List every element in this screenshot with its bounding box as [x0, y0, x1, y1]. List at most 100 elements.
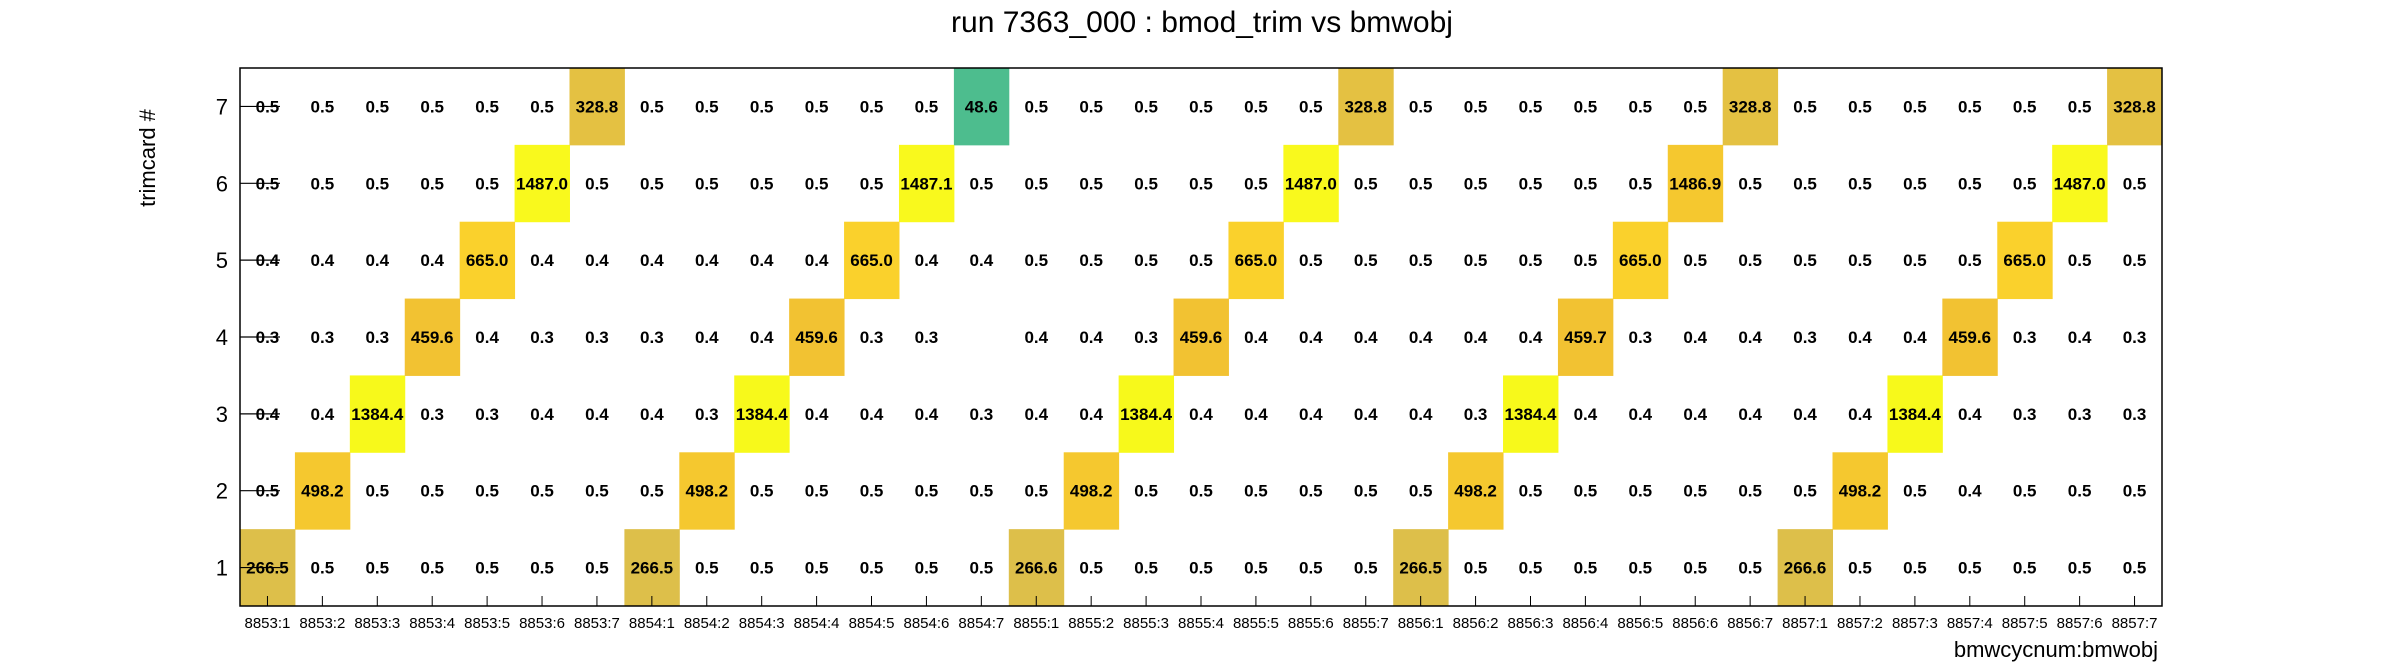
cell-value-label: 0.5 — [1464, 559, 1488, 578]
cell-value-label: 0.5 — [530, 482, 554, 501]
cell-value-label: 0.5 — [1793, 251, 1817, 270]
cell-value-label: 0.4 — [585, 251, 609, 270]
cell-value-label: 0.5 — [1903, 251, 1927, 270]
cell-value-label: 0.5 — [1299, 559, 1323, 578]
cell-value-label: 0.4 — [915, 251, 939, 270]
cell-value-label: 0.5 — [1299, 251, 1323, 270]
cell-value-label: 0.5 — [420, 559, 444, 578]
cell-value-label: 1487.1 — [900, 174, 952, 193]
cell-value-label: 0.5 — [1574, 97, 1598, 116]
cell-value-label: 0.5 — [860, 559, 884, 578]
cell-value-label: 0.4 — [1958, 482, 1982, 501]
cell-value-label: 0.5 — [1024, 97, 1048, 116]
heatmap-cell — [1448, 452, 1504, 530]
cell-value-label: 459.6 — [795, 328, 838, 347]
x-tick-label: 8853:7 — [574, 615, 620, 632]
heatmap-cells — [240, 68, 2163, 607]
cell-value-label: 0.4 — [475, 328, 499, 347]
heatmap-cell — [1557, 298, 1614, 376]
cell-value-label: 0.5 — [1244, 559, 1268, 578]
plot-frame — [239, 67, 2163, 607]
cell-value-label: 0.5 — [420, 482, 444, 501]
cell-value-label: 0.4 — [365, 251, 389, 270]
cell-value-label: 0.5 — [640, 482, 664, 501]
cell-value-label: 0.5 — [2068, 482, 2092, 501]
x-tick-label: 8853:3 — [354, 615, 400, 632]
cell-value-label: 0.5 — [1244, 482, 1268, 501]
cell-value-label: 0.4 — [1354, 405, 1378, 424]
cell-value-label: 266.5 — [1399, 559, 1442, 578]
y-tick-label: 3 — [216, 402, 228, 427]
x-tick-label: 8857:6 — [2057, 615, 2103, 632]
cell-value-label: 0.4 — [2068, 328, 2092, 347]
heatmap-cell — [294, 452, 351, 530]
cell-value-label: 0.5 — [1519, 559, 1543, 578]
cell-value-label: 0.4 — [1519, 328, 1543, 347]
x-tick-label: 8855:6 — [1288, 615, 1334, 632]
cell-value-label: 0.5 — [2123, 559, 2147, 578]
cell-value-label: 0.5 — [1354, 559, 1378, 578]
chart-title: run 7363_000 : bmod_trim vs bmwobj — [951, 6, 1453, 39]
cell-value-label: 0.4 — [1244, 405, 1268, 424]
cell-value-label: 0.5 — [750, 482, 774, 501]
cell-value-label: 0.5 — [420, 174, 444, 193]
cell-value-label: 0.5 — [585, 482, 609, 501]
cell-value-label: 0.4 — [1189, 405, 1213, 424]
cell-value-label: 0.5 — [1519, 174, 1543, 193]
cell-value-label: 0.5 — [1464, 251, 1488, 270]
cell-value-label: 0.5 — [1628, 174, 1652, 193]
heatmap-cell — [679, 452, 735, 530]
cell-value-label: 0.4 — [1409, 328, 1433, 347]
cell-value-label: 0.5 — [1354, 251, 1378, 270]
cell-value-label: 0.5 — [585, 174, 609, 193]
cell-value-label: 0.5 — [1409, 251, 1433, 270]
cell-value-label: 0.4 — [1793, 405, 1817, 424]
cell-value-label: 0.5 — [640, 97, 664, 116]
cell-value-label: 0.5 — [2013, 97, 2037, 116]
cell-value-label: 0.5 — [1628, 97, 1652, 116]
heatmap-cell — [1997, 221, 2053, 300]
cell-value-label: 0.5 — [1409, 482, 1433, 501]
cell-value-label: 0.3 — [311, 328, 335, 347]
cell-value-label: 0.5 — [860, 174, 884, 193]
cell-value-label: 0.5 — [1134, 174, 1158, 193]
heatmap-cell — [1228, 221, 1284, 300]
cell-value-label: 0.5 — [2013, 559, 2037, 578]
x-tick-label: 8856:7 — [1727, 615, 1773, 632]
cell-value-label: 0.3 — [420, 405, 444, 424]
cell-value-label: 0.4 — [1574, 405, 1598, 424]
cell-value-label: 328.8 — [2113, 97, 2156, 116]
x-tick-label: 8856:1 — [1398, 615, 1444, 632]
heatmap-cell — [624, 529, 680, 607]
cell-value-label: 0.4 — [1354, 328, 1378, 347]
cell-value-label: 0.5 — [1958, 97, 1982, 116]
cell-value-label: 0.5 — [860, 97, 884, 116]
cell-value-label: 0.5 — [1464, 174, 1488, 193]
cell-value-label: 0.5 — [1244, 174, 1268, 193]
cell-value-label: 0.5 — [695, 559, 719, 578]
cell-value-label: 328.8 — [1729, 97, 1772, 116]
cell-value-label: 0.5 — [365, 559, 389, 578]
cell-value-label: 0.4 — [530, 251, 554, 270]
heatmap-cell — [514, 144, 570, 223]
cell-value-label: 266.6 — [1015, 559, 1058, 578]
cell-value-label: 0.5 — [970, 559, 994, 578]
cell-value-label: 0.5 — [915, 559, 939, 578]
heatmap-cell — [1283, 144, 1339, 223]
cell-value-label: 0.5 — [530, 559, 554, 578]
cell-value-label: 0.3 — [2123, 405, 2147, 424]
cell-value-label: 0.5 — [1793, 482, 1817, 501]
cell-value-label: 0.5 — [1134, 251, 1158, 270]
cell-value-label: 0.4 — [420, 251, 444, 270]
heatmap-cell — [1667, 144, 1724, 223]
cell-value-label: 459.6 — [411, 328, 454, 347]
cell-value-label: 0.3 — [2068, 405, 2092, 424]
x-tick-label: 8855:1 — [1013, 615, 1059, 632]
x-tick-label: 8854:7 — [958, 615, 1004, 632]
cell-value-label: 0.5 — [750, 174, 774, 193]
heatmap-cell — [404, 298, 461, 376]
heatmap-cell — [1503, 375, 1559, 453]
cell-value-label: 0.4 — [1738, 328, 1762, 347]
cell-value-label: 0.5 — [1958, 174, 1982, 193]
y-tick-label: 7 — [216, 94, 228, 119]
